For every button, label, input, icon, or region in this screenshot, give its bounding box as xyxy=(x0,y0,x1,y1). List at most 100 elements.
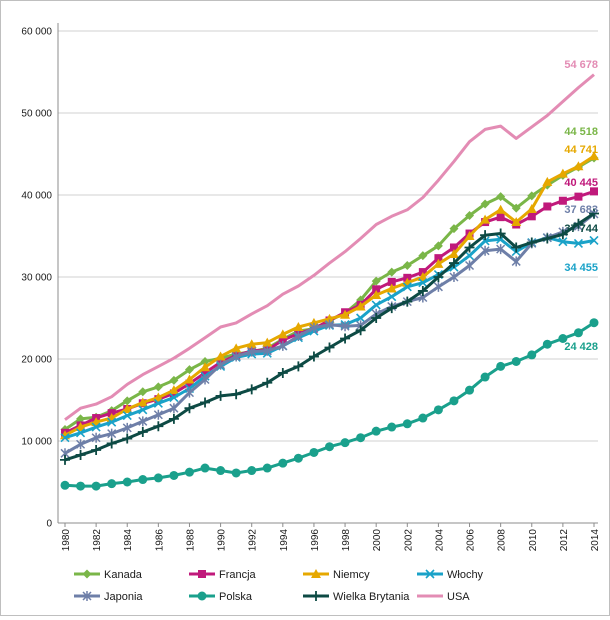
data-point-wielka-brytania xyxy=(340,333,351,344)
data-point-japonia xyxy=(464,260,475,271)
data-point-kanada xyxy=(465,211,475,220)
data-point-wielka-brytania xyxy=(589,208,599,219)
data-point-polska xyxy=(293,453,303,463)
data-point-wielka-brytania xyxy=(277,367,288,378)
series-niemcy xyxy=(60,151,599,440)
data-point-wielka-brytania xyxy=(557,229,568,240)
data-point-francja xyxy=(558,196,567,205)
data-point-polska xyxy=(402,419,412,429)
data-point-wielka-brytania xyxy=(168,413,179,424)
data-point-polska xyxy=(278,458,288,468)
data-point-w-ochy xyxy=(356,313,366,323)
data-point-japonia xyxy=(340,321,350,332)
data-point-polska xyxy=(76,481,86,491)
series-polska xyxy=(60,318,599,491)
x-tick-label: 2012 xyxy=(559,529,570,552)
data-point-kanada xyxy=(169,375,179,385)
series-line-usa xyxy=(64,73,595,421)
data-point-w-ochy xyxy=(558,237,568,247)
data-point-niemcy xyxy=(200,362,211,372)
legend-label-japonia: Japonia xyxy=(104,591,143,603)
data-point-kanada xyxy=(200,356,210,366)
data-point-wielka-brytania xyxy=(91,445,102,456)
data-point-japonia xyxy=(433,281,443,292)
y-tick-label: 30 000 xyxy=(21,273,52,284)
data-point-kanada xyxy=(511,203,521,213)
legend-item-japonia: Japonia xyxy=(74,591,143,603)
x-tick-label: 1986 xyxy=(154,529,165,552)
x-tick-label: 1992 xyxy=(248,529,259,552)
data-point-wielka-brytania xyxy=(184,403,195,414)
data-point-wielka-brytania xyxy=(371,313,382,323)
data-point-polska xyxy=(309,447,319,457)
data-point-wielka-brytania xyxy=(402,296,413,307)
data-point-wielka-brytania xyxy=(448,258,459,269)
data-point-polska xyxy=(449,396,459,406)
data-point-kanada xyxy=(480,199,490,209)
axes: 0 10 000 20 000 30 000 40 000 50 000 60 000 198… xyxy=(21,23,601,551)
data-point-niemcy xyxy=(184,374,195,384)
data-point-wielka-brytania xyxy=(231,389,242,400)
data-point-polska xyxy=(589,318,599,328)
data-point-francja xyxy=(590,187,598,196)
data-point-w-ochy xyxy=(60,433,70,443)
data-point-niemcy xyxy=(448,249,459,259)
x-tick-label: 1996 xyxy=(310,529,321,552)
data-point-w-ochy xyxy=(107,417,117,427)
data-point-polska xyxy=(216,466,226,476)
data-point-polska xyxy=(511,356,521,366)
data-point-niemcy xyxy=(573,161,584,171)
data-point-polska xyxy=(122,477,132,487)
data-point-niemcy xyxy=(168,385,179,395)
data-point-wielka-brytania xyxy=(200,397,211,408)
data-point-niemcy xyxy=(557,168,568,178)
y-tick-label: 0 xyxy=(46,519,52,530)
data-point-niemcy xyxy=(231,343,242,353)
legend-label-polska: Polska xyxy=(219,591,253,603)
x-tick-label: 2004 xyxy=(434,529,445,552)
data-point-wielka-brytania xyxy=(433,272,444,282)
data-point-wielka-brytania xyxy=(75,449,86,460)
end-label-usa: 54 678 xyxy=(564,59,598,71)
data-point-kanada xyxy=(496,192,506,202)
series-kanada xyxy=(60,153,599,435)
series xyxy=(60,73,599,491)
data-point-japonia xyxy=(309,322,319,333)
legend-label-kanada: Kanada xyxy=(104,569,143,581)
data-point-wielka-brytania xyxy=(60,454,70,465)
legend-marker-w-ochy xyxy=(425,569,435,579)
data-point-polska xyxy=(262,463,272,473)
legend-label-w-ochy: Włochy xyxy=(447,569,484,581)
legend-label-wielka-brytania: Wielka Brytania xyxy=(333,591,410,603)
data-point-polska xyxy=(184,467,194,477)
x-tick-label: 1998 xyxy=(341,529,352,552)
data-point-niemcy xyxy=(153,392,164,402)
legend-item-wielka-brytania: Wielka Brytania xyxy=(303,591,410,603)
data-point-francja xyxy=(527,212,536,221)
series-usa xyxy=(64,73,595,421)
data-point-niemcy xyxy=(464,231,475,240)
y-tick-label: 20 000 xyxy=(21,355,52,366)
data-point-polska xyxy=(107,479,117,489)
data-point-polska xyxy=(465,385,475,395)
data-point-w-ochy xyxy=(589,235,599,246)
data-point-polska xyxy=(558,334,568,343)
data-point-kanada xyxy=(418,251,428,261)
data-point-niemcy xyxy=(137,397,148,407)
data-point-polska xyxy=(153,473,163,483)
data-point-polska xyxy=(169,470,179,480)
data-point-w-ochy xyxy=(153,398,163,408)
legend-marker-japonia xyxy=(82,591,92,601)
data-point-wielka-brytania xyxy=(511,242,522,253)
data-point-wielka-brytania xyxy=(417,285,428,296)
y-tick-label: 40 000 xyxy=(21,191,52,202)
legend-marker-kanada xyxy=(82,569,92,579)
data-point-francja xyxy=(278,336,287,345)
data-point-niemcy xyxy=(355,301,366,311)
data-point-kanada xyxy=(138,387,148,397)
data-point-polska xyxy=(371,426,381,436)
data-point-w-ochy xyxy=(418,278,428,288)
data-point-kanada xyxy=(371,276,381,286)
data-point-polska xyxy=(340,438,350,448)
